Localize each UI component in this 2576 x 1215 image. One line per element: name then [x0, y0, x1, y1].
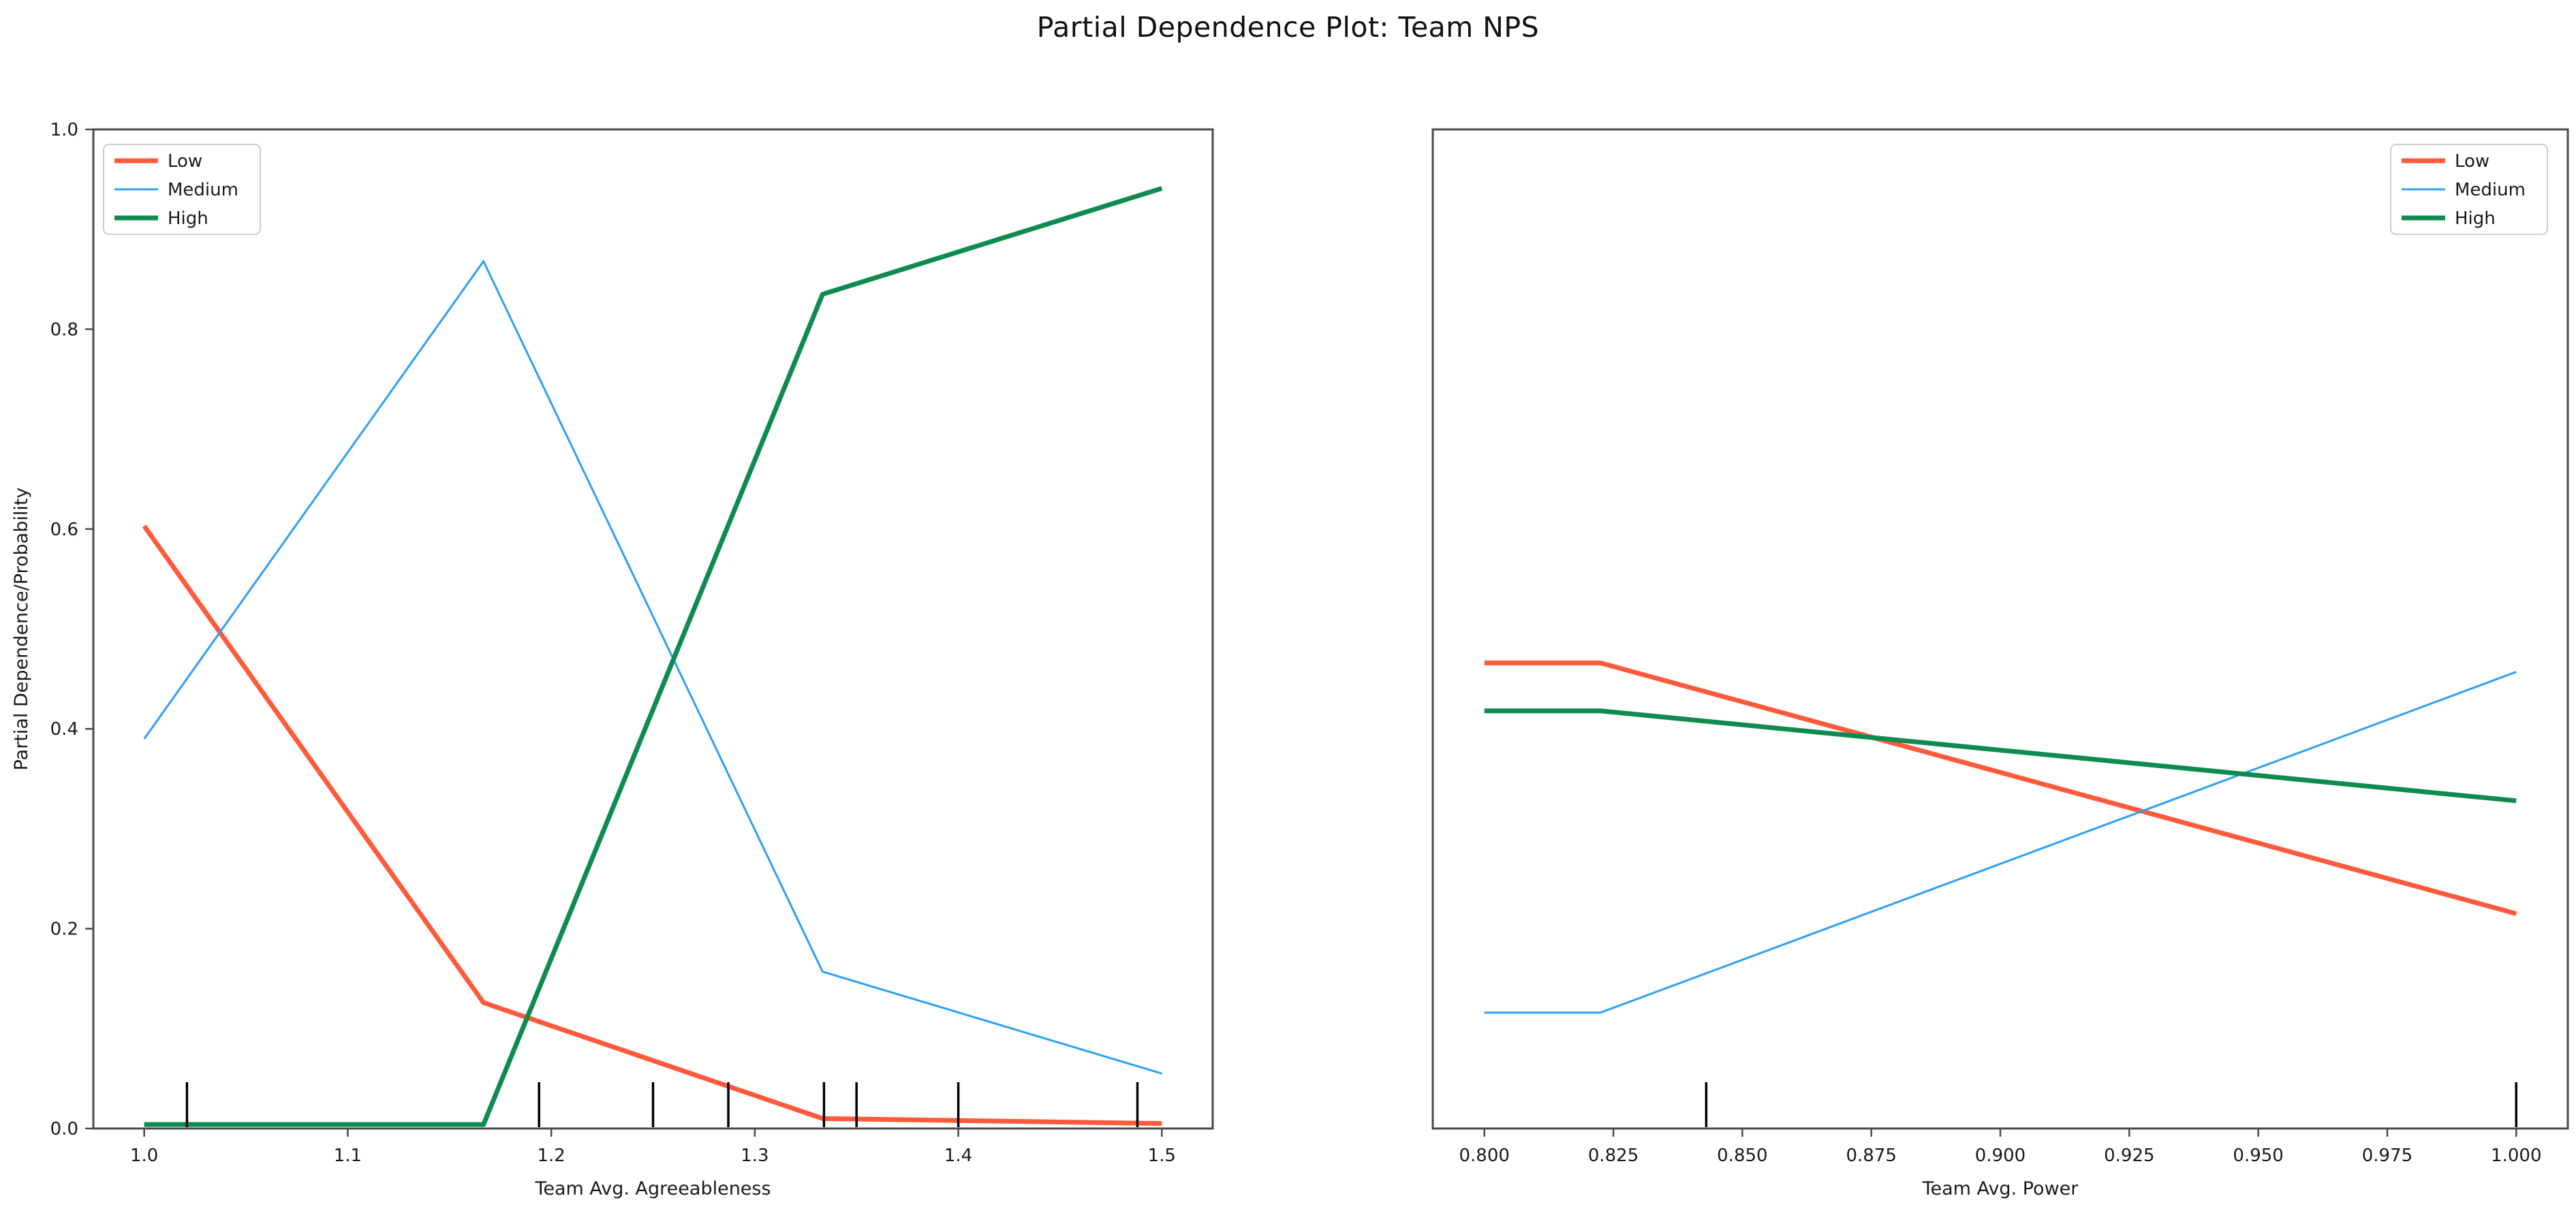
y-tick-label: 0.8	[50, 319, 78, 340]
x-tick-label: 1.3	[741, 1146, 769, 1166]
axes-frame	[1431, 128, 2569, 1130]
legend-box	[103, 144, 261, 235]
figure-title: Partial Dependence Plot: Team NPS	[1036, 11, 1540, 44]
legend-label-low: Low	[2455, 151, 2489, 172]
y-tick-label: 0.6	[50, 520, 78, 540]
series-line-high	[144, 186, 1163, 1127]
legend: Low Medium High	[2390, 144, 2548, 235]
x-axis-label: Team Avg. Agreeableness	[534, 1178, 771, 1199]
x-tick-label: 1.0	[130, 1146, 158, 1166]
x-tick-label: 1.4	[944, 1146, 972, 1166]
legend-label-high: High	[2455, 208, 2496, 229]
y-tick-label: 0.2	[50, 919, 78, 940]
y-tick-label: 0.0	[50, 1119, 78, 1139]
x-tick-label: 0.850	[1717, 1146, 1767, 1166]
x-tick-label: 1.000	[2491, 1146, 2541, 1166]
x-tick-label: 0.925	[2104, 1146, 2154, 1166]
subplot-2: 0.800 0.825 0.850 0.875 0.900 0.925 0.950 0.975…	[1431, 128, 2569, 1199]
x-tick-label: 1.5	[1148, 1146, 1176, 1166]
y-axis-label: Partial Dependence/Probability	[11, 488, 32, 771]
y-tick-label: 1.0	[50, 120, 78, 140]
legend-label-medium: Medium	[2455, 180, 2526, 200]
axes-frame	[92, 128, 1214, 1130]
x-tick-label: 0.875	[1846, 1146, 1896, 1166]
series-line-medium	[1484, 671, 2517, 1014]
legend-label-high: High	[168, 208, 208, 229]
x-tick-label: 0.900	[1975, 1146, 2026, 1166]
series-line-low	[1484, 660, 2517, 916]
series-line-low	[142, 524, 1162, 1126]
x-tick-label: 0.825	[1588, 1146, 1639, 1166]
subplot-1: 1.0 1.1 1.2 1.3 1.4 1.5 0.0 0.2 0.4 0.6 0.8 1.0 Team…	[11, 120, 1214, 1199]
x-axis-label: Team Avg. Power	[1922, 1178, 2079, 1199]
x-tick-label: 0.800	[1459, 1146, 1510, 1166]
y-tick-label: 0.4	[50, 719, 78, 740]
x-tick-label: 0.975	[2362, 1146, 2412, 1166]
legend-label-medium: Medium	[168, 180, 238, 200]
series-line-high	[1484, 708, 2517, 804]
legend-label-low: Low	[168, 151, 202, 172]
x-tick-label: 1.1	[334, 1146, 362, 1166]
x-tick-label: 1.2	[537, 1146, 565, 1166]
legend-box	[2390, 144, 2548, 235]
legend: Low Medium High	[103, 144, 261, 235]
x-tick-label: 0.950	[2233, 1146, 2283, 1166]
series-line-medium	[143, 260, 1162, 1075]
